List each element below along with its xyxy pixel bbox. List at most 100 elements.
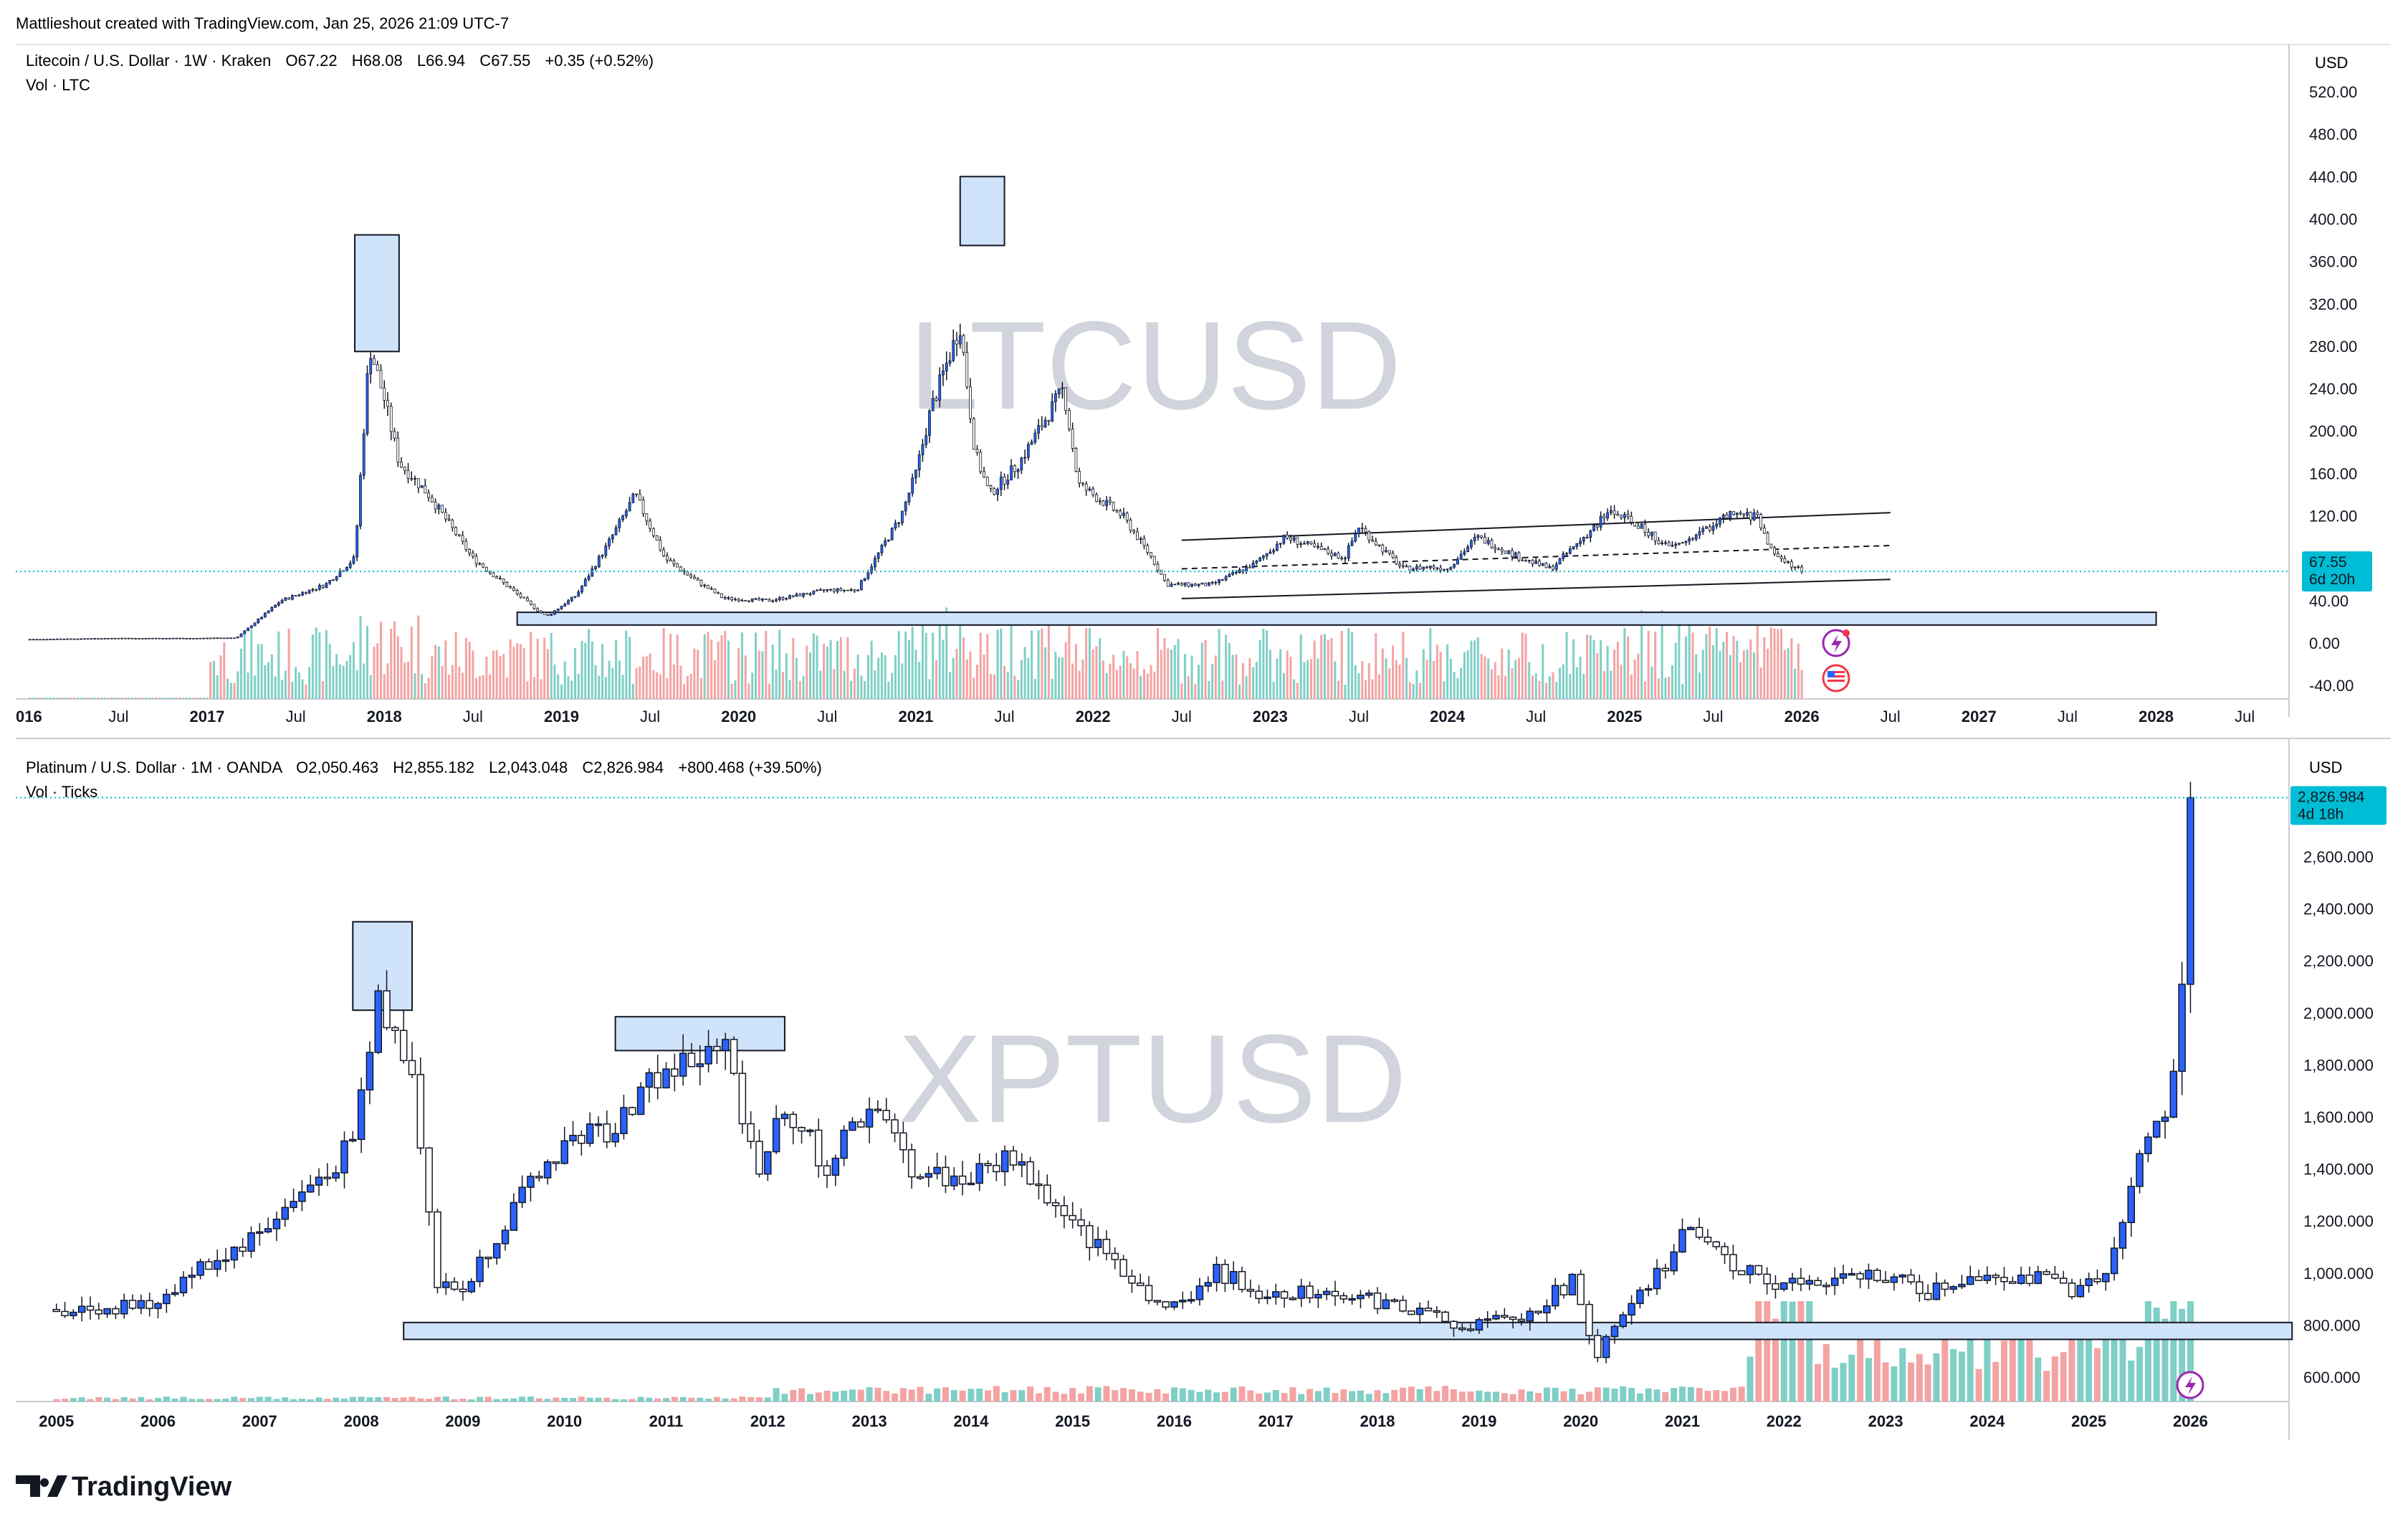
ltc-volume-bar xyxy=(1020,660,1023,699)
ltc-candle-body xyxy=(638,493,641,500)
ltc-channel-upper-line[interactable] xyxy=(1181,512,1891,541)
ltc-volume-bar xyxy=(1037,629,1040,699)
ltc-candle-body xyxy=(1408,566,1412,571)
ltc-volume-bar xyxy=(1160,650,1162,699)
ltc-volume-bar xyxy=(62,698,65,699)
ltc-candle-body xyxy=(778,597,781,600)
ltc-channel-lower-line[interactable] xyxy=(1181,579,1891,599)
ltc-zone-support[interactable] xyxy=(516,612,2157,626)
ltc-volume-bar xyxy=(727,640,730,699)
ltc-volume-bar xyxy=(1582,673,1585,699)
ltc-volume-bar xyxy=(1235,654,1238,699)
xpt-candle-body xyxy=(967,1182,975,1186)
ltc-candle-body xyxy=(1643,523,1647,533)
xpt-volume-bar xyxy=(2119,1323,2126,1402)
xpt-candle-body xyxy=(2144,1136,2152,1154)
xpt-candle-body xyxy=(281,1207,290,1220)
ltc-volume-bar xyxy=(1705,634,1708,699)
xpt-volume-bar xyxy=(646,1397,653,1402)
ltc-o-label: O xyxy=(285,52,297,70)
xpt-candle-body xyxy=(1966,1276,1974,1285)
xpt-candle-body xyxy=(1484,1318,1491,1321)
ltc-candle-body xyxy=(553,610,556,614)
ltc-x-tick-label: Jul xyxy=(108,708,128,725)
ltc-candle-body xyxy=(1313,543,1317,547)
ltc-volume-bar xyxy=(1088,627,1091,699)
ltc-candle-body xyxy=(618,519,621,528)
xpt-volume-bar xyxy=(2086,1337,2093,1402)
ltc-candle-body xyxy=(1026,444,1030,458)
ltc-candle-body xyxy=(1187,582,1190,587)
xpt-candle-body xyxy=(840,1129,848,1159)
ltc-volume-bar xyxy=(46,698,49,699)
ltc-candle-body xyxy=(270,606,274,612)
ltc-candle-body xyxy=(938,374,942,401)
xpt-zone-top-2011[interactable] xyxy=(614,1016,785,1052)
ltc-volume-bar xyxy=(1797,643,1800,699)
xpt-volume-bar xyxy=(1645,1388,1652,1402)
ltc-volume-bar xyxy=(921,612,924,699)
ltc-candle-body xyxy=(818,589,822,591)
ltc-volume-bar xyxy=(744,655,747,699)
xpt-candle-body xyxy=(1577,1273,1585,1305)
ltc-volume-bar xyxy=(1521,632,1524,699)
ltc-volume-bar xyxy=(117,698,120,699)
ltc-candle-body xyxy=(257,619,260,624)
ltc-channel-mid-dashed-line[interactable] xyxy=(1181,544,1891,570)
ltc-volume-bar xyxy=(1153,671,1156,699)
ltc-volume-bar xyxy=(1443,681,1446,699)
xpt-volume-bar xyxy=(78,1397,85,1402)
ltc-candle-body xyxy=(222,637,226,639)
ltc-volume-bar xyxy=(1688,621,1691,699)
ltc-candle-body xyxy=(1115,510,1119,512)
ltc-volume-bar xyxy=(952,657,955,699)
xpt-c-label: C xyxy=(582,758,593,776)
xpt-zone-support[interactable] xyxy=(403,1321,2293,1341)
xpt-volume-bar xyxy=(1721,1391,1729,1402)
xpt-candle-body xyxy=(1043,1184,1051,1204)
ltc-candle-body xyxy=(216,637,219,639)
xpt-candle-body xyxy=(2068,1283,2076,1298)
ltc-volume-bar xyxy=(1739,662,1742,699)
ltc-currency-label[interactable]: USD xyxy=(2315,54,2348,72)
ltc-volume-bar xyxy=(734,680,737,699)
ltc-candle-body xyxy=(1599,515,1602,528)
ltc-candle-body xyxy=(665,556,669,561)
xpt-volume-bar xyxy=(2153,1307,2160,1402)
xpt-low: 2,043.048 xyxy=(497,758,568,776)
tradingview-logo[interactable]: TradingView xyxy=(16,1472,232,1502)
ltc-volume-bar xyxy=(928,679,931,699)
xpt-volume-bar xyxy=(917,1386,924,1402)
ltc-zone-top-2017[interactable] xyxy=(354,234,400,353)
xpt-volume-bar xyxy=(1281,1393,1288,1402)
ltc-volume-bar xyxy=(1769,627,1772,699)
xpt-candle-body xyxy=(1721,1246,1729,1255)
ltc-candle-body xyxy=(1357,528,1360,534)
ltc-volume-bar xyxy=(785,653,788,699)
ltc-zone-top-2021[interactable] xyxy=(959,176,1005,247)
ltc-volume-bar xyxy=(823,643,826,699)
ltc-volume-bar xyxy=(1620,665,1623,699)
xpt-candle-body xyxy=(543,1161,552,1179)
ltc-candle-body xyxy=(659,540,662,551)
xpt-currency-label[interactable]: USD xyxy=(2309,758,2342,776)
xpt-zone-top-2008[interactable] xyxy=(352,920,414,1012)
xpt-lightning-icon[interactable] xyxy=(2176,1371,2204,1399)
ltc-candle-body xyxy=(979,452,983,472)
ltc-volume-bar xyxy=(223,642,226,699)
ltc-volume-bar xyxy=(880,652,883,699)
xpt-volume-bar xyxy=(1678,1386,1686,1402)
xpt-candle-body xyxy=(1119,1259,1127,1278)
ltc-candle-body xyxy=(750,598,754,602)
xpt-candle-body xyxy=(137,1300,145,1309)
xpt-x-tick-label: 2026 xyxy=(2173,1412,2208,1430)
ltc-candle-body xyxy=(1296,537,1299,545)
ltc-us-flag-icon[interactable] xyxy=(1822,664,1850,693)
ltc-candle-body xyxy=(1289,538,1292,541)
ltc-volume-bar xyxy=(1095,646,1098,699)
ltc-volume-bar xyxy=(1313,640,1316,699)
ltc-volume-bar xyxy=(659,674,661,699)
ltc-candle-body xyxy=(1279,543,1282,545)
ltc-lightning-icon[interactable] xyxy=(1822,629,1850,657)
ltc-volume-bar xyxy=(1091,649,1094,699)
